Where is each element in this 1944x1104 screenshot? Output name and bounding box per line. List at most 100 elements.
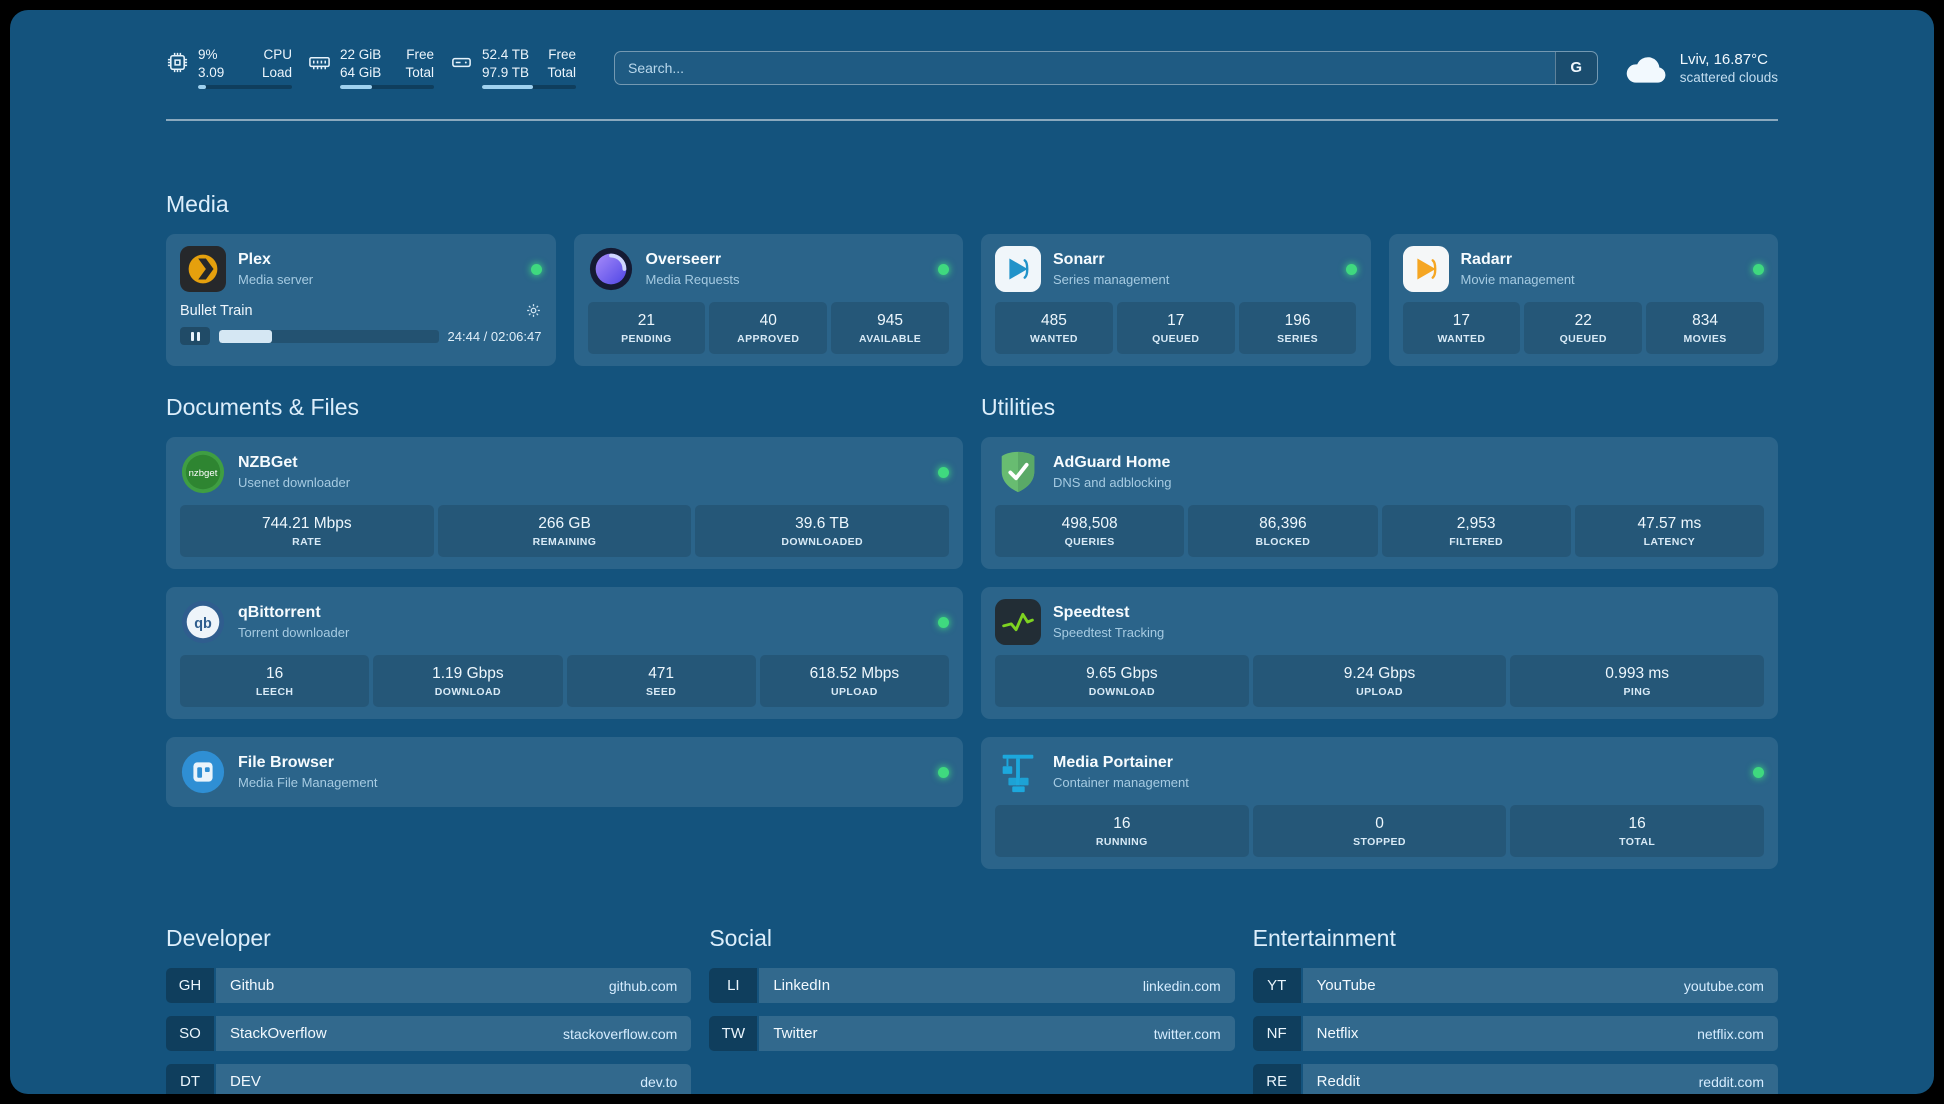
nzbget-header: nzbget NZBGet Usenet downloader xyxy=(180,449,949,495)
search-input[interactable] xyxy=(615,51,1555,84)
service-name: AdGuard Home xyxy=(1053,454,1171,471)
stat-wanted: 17 WANTED xyxy=(1402,302,1521,354)
service-subtitle: Media File Management xyxy=(238,775,378,790)
stat-label: MOVIES xyxy=(1683,332,1727,345)
bookmark-abbr: YT xyxy=(1252,968,1301,1003)
bookmark-linkedin[interactable]: LI LinkedIn linkedin.com xyxy=(709,968,1235,1003)
bookmark-name: StackOverflow xyxy=(230,1025,327,1042)
service-card-speedtest[interactable]: Speedtest Speedtest Tracking 9.65 Gbps DO… xyxy=(981,587,1778,719)
search-provider-button[interactable]: G xyxy=(1554,51,1597,84)
overseerr-stats: 21 PENDING 40 APPROVED 945 AVAILABLE xyxy=(587,302,950,354)
bookmarks-social: Social LI LinkedIn linkedin.com TW Twitte… xyxy=(709,925,1235,1064)
service-subtitle: Container management xyxy=(1053,775,1189,790)
cpu-label: CPU xyxy=(263,47,292,62)
bookmark-url: linkedin.com xyxy=(1142,977,1221,994)
bookmark-abbr: TW xyxy=(709,1016,758,1051)
bookmark-github[interactable]: GH Github github.com xyxy=(166,968,692,1003)
bookmark-youtube[interactable]: YT YouTube youtube.com xyxy=(1252,968,1778,1003)
service-subtitle: Torrent downloader xyxy=(238,625,350,640)
weather-location: Lviv, 16.87°C xyxy=(1679,50,1768,68)
pause-button[interactable] xyxy=(180,327,210,345)
service-name: Plex xyxy=(238,251,271,268)
service-name: Sonarr xyxy=(1053,251,1105,268)
speedtest-header: Speedtest Speedtest Tracking xyxy=(995,599,1764,645)
status-dot xyxy=(938,466,949,478)
stat-queries: 498,508 QUERIES xyxy=(995,505,1185,557)
bookmark-abbr: LI xyxy=(709,968,758,1003)
cpu-loadavg: 3.09 xyxy=(198,64,225,80)
radarr-icon xyxy=(1402,246,1449,292)
playback-progress-bar[interactable] xyxy=(219,329,439,343)
stat-latency: 47.57 ms LATENCY xyxy=(1574,505,1764,557)
stat-download: 9.65 Gbps DOWNLOAD xyxy=(995,655,1249,707)
stat-value: 266 GB xyxy=(538,514,591,532)
service-card-filebrowser[interactable]: File Browser Media File Management xyxy=(166,737,963,807)
documents-column: Documents & Files nzbget NZBGet Usenet d… xyxy=(166,394,963,807)
disk-free-label: Free xyxy=(548,47,576,62)
qbittorrent-stats: 16 LEECH 1.19 Gbps DOWNLOAD 471 SEED 618.52… xyxy=(180,655,949,707)
stat-value: 39.6 TB xyxy=(795,514,850,532)
gear-icon[interactable] xyxy=(525,302,542,319)
memory-usage-fill xyxy=(340,85,372,89)
bookmark-stackoverflow[interactable]: SO StackOverflow stackoverflow.com xyxy=(166,1016,692,1051)
stat-label: DOWNLOAD xyxy=(1088,685,1155,698)
bookmark-twitter[interactable]: TW Twitter twitter.com xyxy=(709,1016,1235,1051)
bookmark-reddit[interactable]: RE Reddit reddit.com xyxy=(1252,1064,1778,1094)
section-title-documents: Documents & Files xyxy=(166,394,360,420)
stat-value: 834 xyxy=(1692,311,1718,329)
bookmark-name: DEV xyxy=(230,1073,261,1090)
service-card-plex[interactable]: Plex Media server Bullet Train 24:44 / 0… xyxy=(166,234,556,366)
cloud-icon xyxy=(1624,52,1668,84)
service-subtitle: Speedtest Tracking xyxy=(1053,625,1165,640)
service-card-sonarr[interactable]: Sonarr Series management 485 WANTED 17 QUE… xyxy=(981,234,1371,366)
service-name: qBittorrent xyxy=(238,604,321,621)
svg-text:nzbget: nzbget xyxy=(189,468,218,479)
bookmark-name: Reddit xyxy=(1316,1073,1361,1090)
service-name: Speedtest xyxy=(1053,604,1130,621)
bookmark-name: Github xyxy=(230,977,275,994)
stat-value: 0 xyxy=(1375,814,1384,832)
bookmark-abbr: NF xyxy=(1252,1016,1301,1051)
bookmark-netflix[interactable]: NF Netflix netflix.com xyxy=(1252,1016,1778,1051)
stat-queued: 22 QUEUED xyxy=(1524,302,1643,354)
status-dot xyxy=(1753,263,1764,275)
stat-label: APPROVED xyxy=(737,332,800,345)
bookmark-url: dev.to xyxy=(640,1073,678,1090)
service-card-qbittorrent[interactable]: qb qBittorrent Torrent downloader 16 LEEC… xyxy=(166,587,963,719)
stat-label: UPLOAD xyxy=(831,685,878,698)
sonarr-stats: 485 WANTED 17 QUEUED 196 SERIES xyxy=(995,302,1357,354)
bookmark-abbr: RE xyxy=(1252,1064,1301,1094)
stat-value: 618.52 Mbps xyxy=(809,664,900,682)
service-card-nzbget[interactable]: nzbget NZBGet Usenet downloader 744.21 M… xyxy=(166,437,963,569)
service-card-adguard[interactable]: AdGuard Home DNS and adblocking 498,508 Q… xyxy=(981,437,1778,569)
portainer-header: Media Portainer Container management xyxy=(995,749,1764,795)
service-card-overseerr[interactable]: Overseerr Media Requests 21 PENDING 40 APP… xyxy=(573,234,963,366)
service-card-radarr[interactable]: Radarr Movie management 17 WANTED 22 QUEUE… xyxy=(1388,234,1778,366)
status-dot xyxy=(938,263,949,275)
bookmark-abbr: GH xyxy=(166,968,214,1003)
stat-value: 17 xyxy=(1167,311,1185,329)
section-title-media: Media xyxy=(166,191,229,217)
stat-value: 0.993 ms xyxy=(1605,664,1670,682)
stat-value: 744.21 Mbps xyxy=(262,514,352,532)
sonarr-icon xyxy=(995,246,1041,292)
stat-value: 17 xyxy=(1452,311,1471,329)
stat-download: 1.19 Gbps DOWNLOAD xyxy=(373,655,563,707)
memory-usage-bar xyxy=(340,85,434,89)
service-card-portainer[interactable]: Media Portainer Container management 16 R… xyxy=(981,737,1778,869)
stat-remaining: 266 GB REMAINING xyxy=(437,505,692,557)
disk-usage-fill xyxy=(482,85,533,89)
qbittorrent-icon: qb xyxy=(180,599,226,645)
bookmark-abbr: SO xyxy=(166,1016,214,1051)
utilities-column: Utilities AdGuard Home DNS and adblockin… xyxy=(981,394,1778,869)
stat-label: UPLOAD xyxy=(1356,685,1403,698)
memory-total-label: Total xyxy=(405,64,434,80)
bookmark-dev[interactable]: DT DEV dev.to xyxy=(166,1064,692,1094)
disk-free: 52.4 TB xyxy=(482,47,530,62)
service-name: Media Portainer xyxy=(1053,754,1174,771)
section-title-entertainment: Entertainment xyxy=(1252,925,1396,951)
overseerr-header: Overseerr Media Requests xyxy=(588,246,949,292)
dashboard-screen: 9% 3.09 CPU Load 22 GiB xyxy=(10,10,1934,1094)
bookmarks-developer: Developer GH Github github.com SO StackOv… xyxy=(166,925,692,1094)
stat-running: 16 RUNNING xyxy=(995,805,1249,857)
